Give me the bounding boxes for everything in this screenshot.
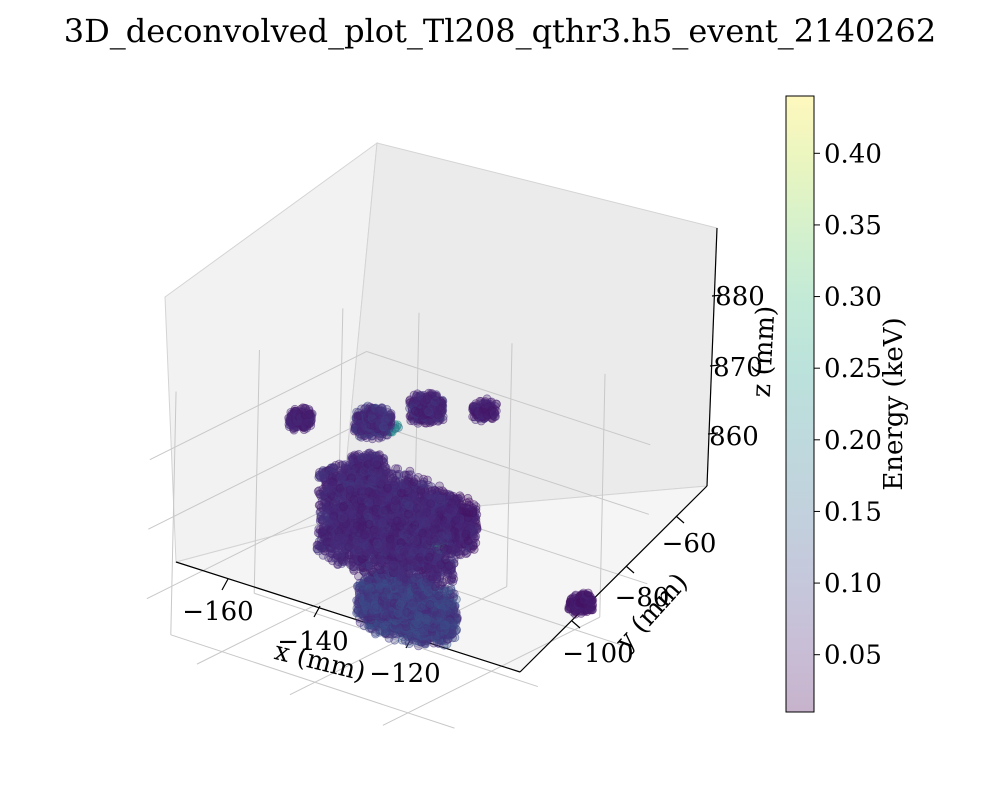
z-tick-mark: [709, 364, 721, 367]
z-axis-line: [706, 227, 718, 487]
z-tick-mark: [707, 432, 719, 435]
x-tick-mark: [221, 578, 229, 591]
scatter-point: [416, 601, 426, 611]
back-pane-right: [340, 142, 718, 519]
back-grid-line: [365, 420, 649, 515]
y-tick-mark: [571, 620, 581, 629]
x-axis-line: [175, 561, 521, 673]
y-tick-mark: [625, 565, 635, 574]
scatter-point: [420, 613, 430, 623]
floor-grid-line: [170, 634, 455, 729]
scatter-point: [393, 579, 403, 589]
scatter-point: [412, 591, 422, 600]
back-grid-line: [599, 373, 606, 618]
z-tick-mark: [711, 294, 723, 297]
grid-lines: [146, 308, 651, 729]
scatter-point: [437, 613, 446, 622]
scatter-point: [413, 611, 423, 621]
back-grid-line: [366, 351, 651, 446]
y-axis-line: [519, 485, 708, 673]
back-grid-line: [506, 343, 513, 587]
floor-grid-line: [254, 592, 539, 688]
scatter-point: [434, 591, 444, 601]
chart-title: 3D_deconvolved_plot_Tl208_qthr3.h5_event…: [64, 12, 937, 50]
scatter-points: [284, 388, 598, 651]
side-grid-line: [149, 351, 367, 461]
scatter-point: [441, 620, 451, 630]
scatter-point: [371, 602, 381, 612]
scatter-point: [425, 600, 435, 609]
scatter-point: [430, 607, 440, 616]
side-grid-line: [170, 391, 177, 635]
scatter-point: [314, 541, 324, 551]
scatter-point: [402, 608, 412, 617]
side-grid-line: [253, 349, 260, 594]
scatter-point: [407, 601, 417, 611]
x-tick-mark: [313, 605, 321, 618]
side-grid-line: [148, 420, 366, 530]
y-tick-mark: [675, 515, 685, 524]
